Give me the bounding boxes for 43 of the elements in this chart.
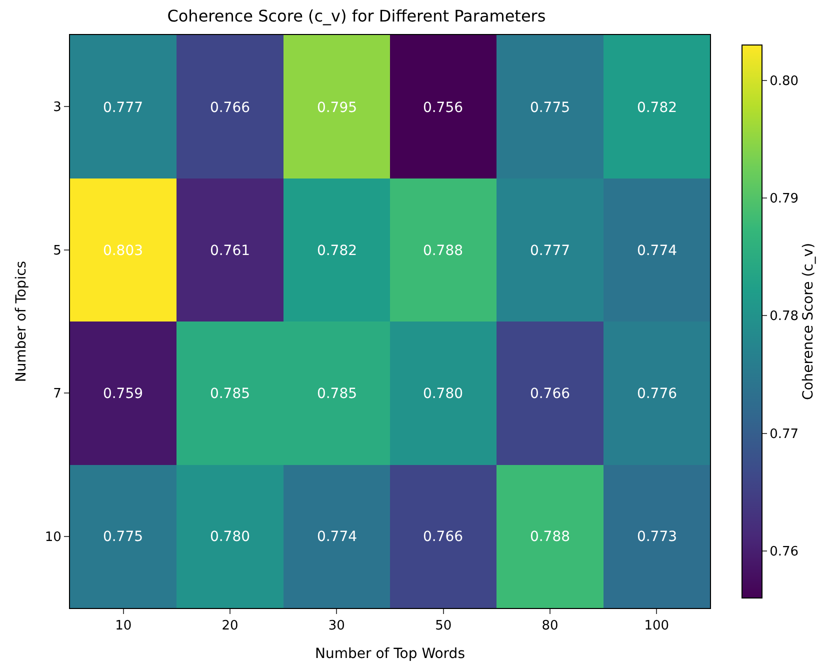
data-label: 0.756 bbox=[422, 100, 464, 116]
data-label: 0.803 bbox=[102, 242, 144, 259]
data-label: 0.775 bbox=[102, 528, 144, 545]
data-label: 0.777 bbox=[530, 242, 570, 259]
y-tick-label: 10 bbox=[44, 530, 62, 545]
data-label: 0.780 bbox=[210, 528, 250, 545]
data-label: 0.766 bbox=[530, 386, 570, 402]
data-label: 0.761 bbox=[210, 242, 250, 259]
data-label: 0.785 bbox=[316, 386, 358, 402]
data-label: 0.775 bbox=[530, 100, 570, 116]
x-tick-label: 30 bbox=[328, 618, 345, 634]
color-bar-label: 0.80 bbox=[770, 74, 799, 89]
y-tick-label: 7 bbox=[53, 386, 62, 402]
x-tick-label: 20 bbox=[222, 618, 238, 634]
data-label: 0.766 bbox=[210, 100, 250, 116]
data-label: 0.774 bbox=[636, 242, 678, 259]
data-label: 0.788 bbox=[530, 528, 570, 545]
chart-title: Coherence Score (c_v) for Different Parameters bbox=[167, 6, 546, 26]
color-bar-label: 0.79 bbox=[770, 192, 799, 207]
x-tick-label: 80 bbox=[542, 618, 558, 634]
x-tick-label: 10 bbox=[115, 618, 132, 634]
x-axis-title: Number of Top Words bbox=[315, 646, 465, 662]
color-bar-label: 0.77 bbox=[770, 426, 799, 442]
data-label: 0.759 bbox=[102, 386, 144, 402]
color-bar-label: 0.78 bbox=[770, 309, 799, 324]
data-label: 0.780 bbox=[422, 386, 464, 402]
data-label: 0.773 bbox=[636, 528, 678, 545]
y-tick-label: 3 bbox=[53, 100, 62, 116]
data-label: 0.776 bbox=[636, 386, 678, 402]
color-bar-title: Coherence Score (c_v) bbox=[800, 242, 817, 400]
data-label: 0.777 bbox=[102, 100, 144, 116]
color-bar-label: 0.76 bbox=[770, 544, 799, 560]
data-label: 0.782 bbox=[636, 100, 678, 116]
y-axis-title: Number of Topics bbox=[13, 260, 30, 382]
data-label: 0.788 bbox=[422, 242, 464, 259]
x-tick-label: 100 bbox=[644, 618, 670, 634]
data-label: 0.766 bbox=[422, 528, 464, 545]
data-label: 0.774 bbox=[316, 528, 358, 545]
x-tick-label: 50 bbox=[435, 618, 452, 634]
data-label: 0.782 bbox=[316, 242, 358, 259]
data-label: 0.795 bbox=[316, 100, 358, 116]
y-tick-label: 5 bbox=[53, 243, 62, 258]
data-label: 0.785 bbox=[210, 386, 250, 402]
